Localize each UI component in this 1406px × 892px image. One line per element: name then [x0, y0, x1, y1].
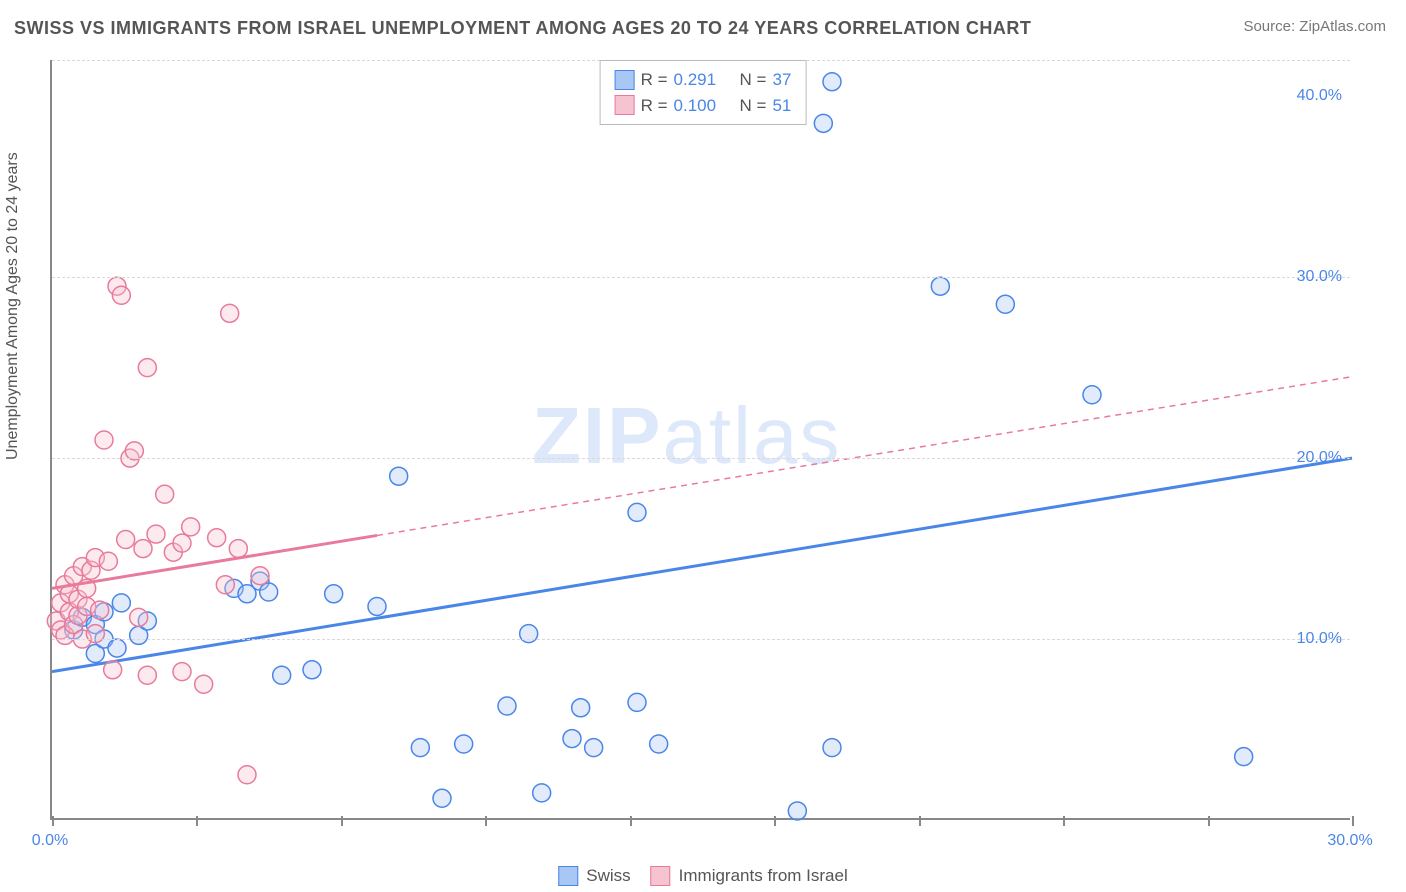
- n-value: 51: [772, 93, 791, 119]
- data-point: [455, 735, 473, 753]
- y-tick-label: 20.0%: [1297, 449, 1342, 467]
- data-point: [251, 567, 269, 585]
- data-point: [650, 735, 668, 753]
- y-tick-label: 10.0%: [1297, 630, 1342, 648]
- data-point: [238, 766, 256, 784]
- data-point: [931, 277, 949, 295]
- data-point: [368, 597, 386, 615]
- data-point: [628, 693, 646, 711]
- n-value: 37: [772, 67, 791, 93]
- data-point: [628, 503, 646, 521]
- x-tick: [1063, 816, 1065, 826]
- data-point: [221, 304, 239, 322]
- data-point: [156, 485, 174, 503]
- data-point: [229, 540, 247, 558]
- data-point: [273, 666, 291, 684]
- source-attribution: Source: ZipAtlas.com: [1243, 18, 1386, 35]
- data-point: [390, 467, 408, 485]
- n-label: N =: [740, 67, 767, 93]
- legend-series: Swiss Immigrants from Israel: [558, 866, 848, 886]
- data-point: [1083, 386, 1101, 404]
- n-label: N =: [740, 93, 767, 119]
- legend-series-label: Swiss: [586, 866, 630, 886]
- data-point: [303, 661, 321, 679]
- data-point: [788, 802, 806, 820]
- data-point: [91, 601, 109, 619]
- trend-line-dashed: [377, 377, 1352, 536]
- data-point: [572, 699, 590, 717]
- data-point: [117, 531, 135, 549]
- data-point: [138, 666, 156, 684]
- legend-stat-row: R =0.291N =37: [615, 67, 792, 93]
- data-point: [99, 552, 117, 570]
- x-tick: [52, 816, 54, 826]
- data-point: [996, 295, 1014, 313]
- r-label: R =: [641, 67, 668, 93]
- legend-series-label: Immigrants from Israel: [679, 866, 848, 886]
- data-point: [112, 286, 130, 304]
- x-tick: [1208, 816, 1210, 826]
- data-point: [173, 663, 191, 681]
- legend-series-item: Swiss: [558, 866, 630, 886]
- y-tick-label: 40.0%: [1297, 87, 1342, 105]
- r-value: 0.291: [674, 67, 734, 93]
- data-point: [104, 661, 122, 679]
- data-point: [108, 639, 126, 657]
- data-point: [823, 73, 841, 91]
- data-point: [563, 730, 581, 748]
- r-label: R =: [641, 93, 668, 119]
- data-point: [95, 431, 113, 449]
- chart-title: SWISS VS IMMIGRANTS FROM ISRAEL UNEMPLOY…: [14, 18, 1031, 39]
- legend-swatch: [651, 866, 671, 886]
- x-tick: [630, 816, 632, 826]
- gridline: [52, 277, 1350, 278]
- data-point: [411, 739, 429, 757]
- data-point: [498, 697, 516, 715]
- data-point: [216, 576, 234, 594]
- x-tick-label: 30.0%: [1327, 832, 1372, 850]
- data-point: [112, 594, 130, 612]
- legend-swatch: [558, 866, 578, 886]
- data-point: [173, 534, 191, 552]
- legend-swatch: [615, 70, 635, 90]
- r-value: 0.100: [674, 93, 734, 119]
- y-axis-label: Unemployment Among Ages 20 to 24 years: [4, 152, 22, 460]
- data-point: [1235, 748, 1253, 766]
- x-tick: [919, 816, 921, 826]
- legend-stat-row: R =0.100N =51: [615, 93, 792, 119]
- x-tick-label: 0.0%: [32, 832, 68, 850]
- data-point: [260, 583, 278, 601]
- y-tick-label: 30.0%: [1297, 268, 1342, 286]
- gridline: [52, 458, 1350, 459]
- x-tick: [485, 816, 487, 826]
- data-point: [138, 359, 156, 377]
- data-point: [433, 789, 451, 807]
- x-tick: [341, 816, 343, 826]
- data-point: [814, 114, 832, 132]
- gridline: [52, 639, 1350, 640]
- legend-stats: R =0.291N =37R =0.100N =51: [600, 60, 807, 125]
- data-point: [533, 784, 551, 802]
- x-tick: [1352, 816, 1354, 826]
- data-point: [208, 529, 226, 547]
- data-point: [182, 518, 200, 536]
- data-point: [585, 739, 603, 757]
- data-point: [195, 675, 213, 693]
- data-point: [823, 739, 841, 757]
- legend-series-item: Immigrants from Israel: [651, 866, 848, 886]
- plot-svg: [52, 60, 1350, 818]
- data-point: [147, 525, 165, 543]
- x-tick: [196, 816, 198, 826]
- data-point: [130, 608, 148, 626]
- legend-swatch: [615, 95, 635, 115]
- plot-area: ZIPatlas 10.0%20.0%30.0%40.0%: [50, 60, 1350, 820]
- data-point: [134, 540, 152, 558]
- x-tick: [774, 816, 776, 826]
- data-point: [325, 585, 343, 603]
